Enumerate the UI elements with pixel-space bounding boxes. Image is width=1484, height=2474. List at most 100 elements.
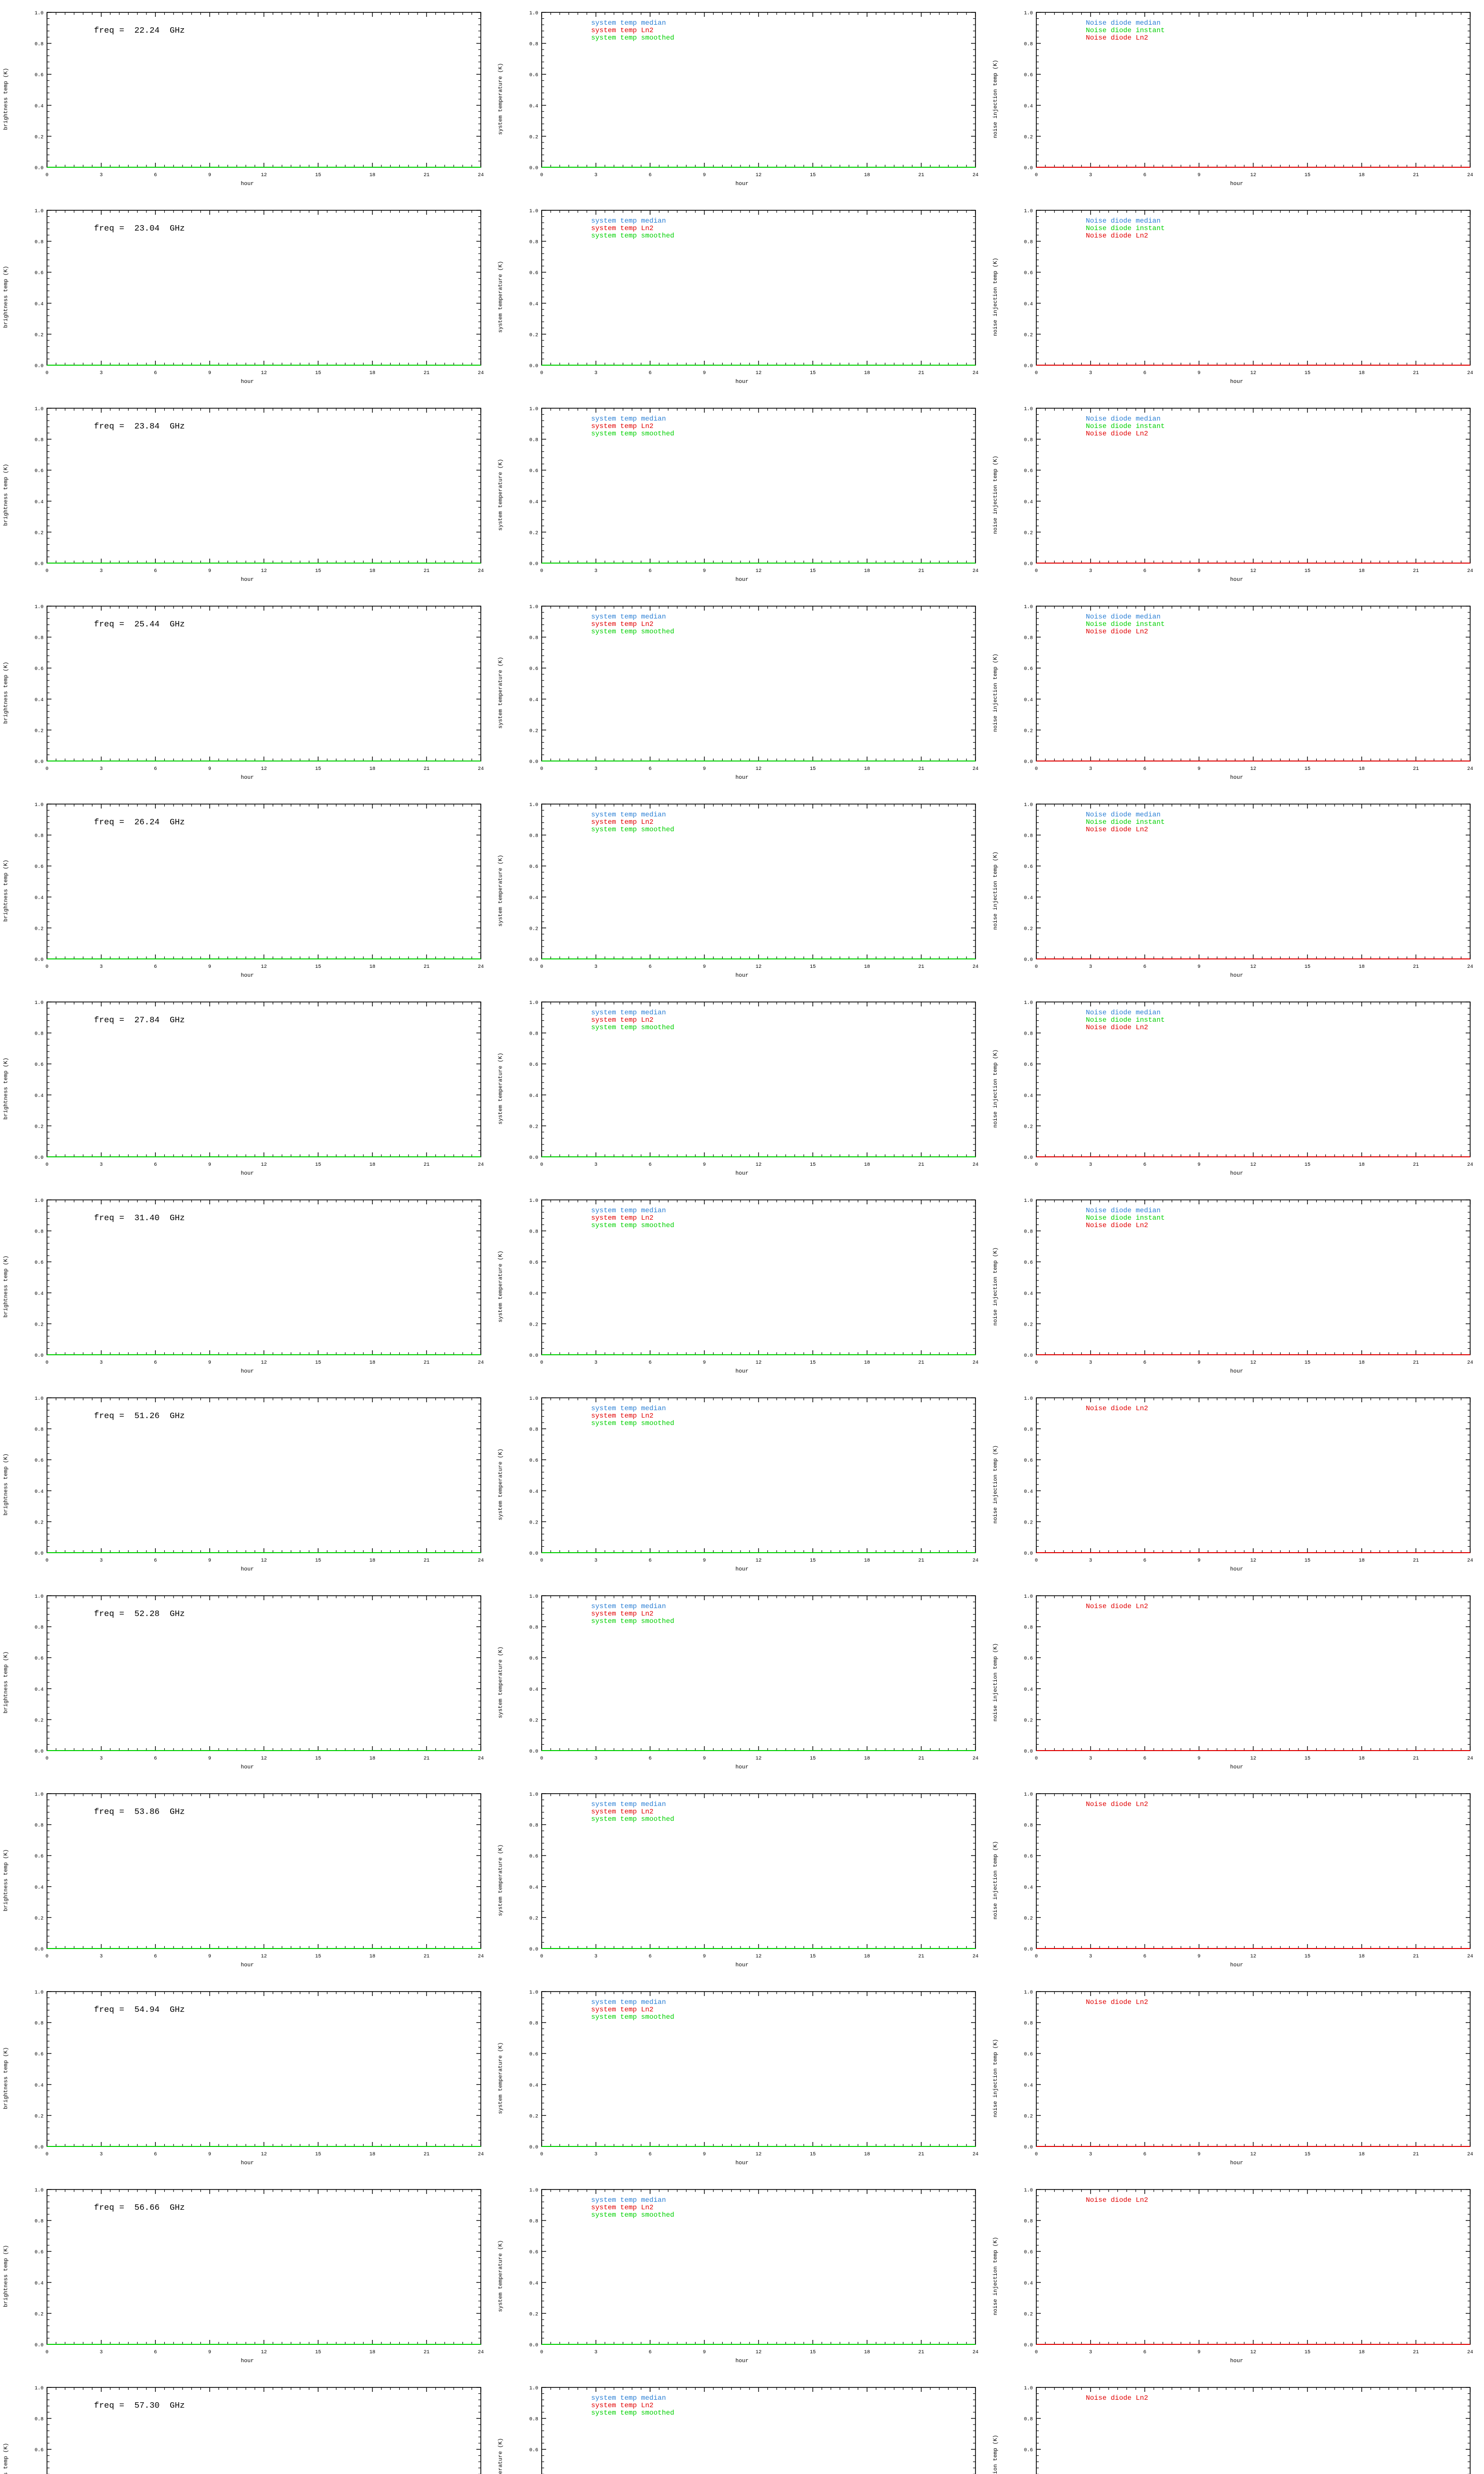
svg-text:1.0: 1.0 [1024, 1198, 1033, 1204]
svg-text:0.8: 0.8 [35, 834, 44, 839]
svg-text:0: 0 [1035, 173, 1038, 178]
svg-text:18: 18 [864, 1558, 870, 1564]
svg-text:24: 24 [478, 173, 484, 178]
panel-brightness-temp-57p3[interactable]: 036912151821240.00.20.40.60.81.0brightne… [0, 2375, 495, 2474]
panel-system-temperature-25p44[interactable]: 0 3 6 9 12 15 18 21 24 0.0 0.2 0.4 0.6 0.8 1.0 system t… [495, 594, 989, 792]
panel-noise-injection-temp-52p28[interactable]: 0 3 6 9 12 15 18 21 24 0.0 0.2 0.4 0.6 0.8 1.0 noise in… [989, 1583, 1484, 1781]
svg-text:24: 24 [478, 1360, 484, 1366]
svg-text:1.0: 1.0 [1024, 1594, 1033, 1600]
svg-text:18: 18 [1359, 766, 1365, 772]
svg-text:24: 24 [973, 1360, 978, 1366]
panel-brightness-temp-23p84[interactable]: 0 3 6 9 12 15 18 21 24 0.0 0.2 0.4 0.6 0.8 1.0 brightne… [0, 396, 495, 594]
panel-noise-injection-temp-31p4[interactable]: 0 3 6 9 12 15 18 21 24 0.0 0.2 0.4 0.6 0.8 1.0 noise in… [989, 1188, 1484, 1385]
svg-text:21: 21 [423, 173, 429, 178]
legend-item: Noise diode Ln2 [1086, 1801, 1149, 1808]
legend-item: system temp median [591, 811, 666, 819]
legend-item: system temp median [591, 2394, 666, 2402]
svg-text:0.4: 0.4 [529, 1489, 538, 1495]
svg-text:1.0: 1.0 [35, 803, 44, 808]
panel-system-temperature-23p84[interactable]: 0 3 6 9 12 15 18 21 24 0.0 0.2 0.4 0.6 0.8 1.0 system t… [495, 396, 989, 594]
svg-text:3: 3 [100, 173, 103, 178]
panel-noise-injection-temp-51p26[interactable]: 0 3 6 9 12 15 18 21 24 0.0 0.2 0.4 0.6 0.8 1.0 noise in… [989, 1385, 1484, 1583]
svg-text:6: 6 [649, 569, 651, 574]
panel-system-temperature-53p86[interactable]: 0 3 6 9 12 15 18 21 24 0.0 0.2 0.4 0.6 0.8 1.0 system t… [495, 1781, 989, 1979]
svg-text:15: 15 [810, 1162, 816, 1168]
panel-brightness-temp-54p94[interactable]: 0 3 6 9 12 15 18 21 24 0.0 0.2 0.4 0.6 0.8 1.0 brightne… [0, 1979, 495, 2177]
svg-text:3: 3 [595, 371, 598, 376]
svg-text:0.6: 0.6 [529, 1260, 538, 1266]
panel-brightness-temp-22p24[interactable]: 0 3 6 9 12 15 18 21 24 0.0 0.2 0.4 0.6 0.8 1.0 brightne… [0, 0, 495, 198]
legend-item: Noise diode Ln2 [1086, 1603, 1149, 1611]
panel-system-temperature-31p4[interactable]: 0 3 6 9 12 15 18 21 24 0.0 0.2 0.4 0.6 0.8 1.0 system t… [495, 1188, 989, 1385]
legend-item: system temp smoothed [591, 34, 675, 43]
svg-text:12: 12 [261, 173, 267, 178]
panel-noise-injection-temp-27p84[interactable]: 0 3 6 9 12 15 18 21 24 0.0 0.2 0.4 0.6 0.8 1.0 noise in… [989, 990, 1484, 1188]
svg-text:0.6: 0.6 [529, 1656, 538, 1662]
svg-text:6: 6 [154, 766, 157, 772]
svg-text:24: 24 [478, 371, 484, 376]
panel-brightness-temp-52p28[interactable]: 0 3 6 9 12 15 18 21 24 0.0 0.2 0.4 0.6 0.8 1.0 brightne… [0, 1583, 495, 1781]
panel-system-temperature-22p24[interactable]: 0 3 6 9 12 15 18 21 24 0.0 0.2 0.4 0.6 0.8 1.0 system t… [495, 0, 989, 198]
svg-text:3: 3 [595, 1360, 598, 1366]
x-axis-label: hour [735, 973, 749, 979]
svg-text:24: 24 [973, 1756, 978, 1761]
svg-text:0.0: 0.0 [35, 957, 44, 963]
svg-text:24: 24 [1467, 1756, 1473, 1761]
svg-text:12: 12 [261, 371, 267, 376]
svg-text:0.6: 0.6 [1024, 271, 1033, 276]
legend-item: system temp Ln2 [591, 1412, 654, 1421]
panel-system-temperature-27p84[interactable]: 0 3 6 9 12 15 18 21 24 0.0 0.2 0.4 0.6 0.8 1.0 system t… [495, 990, 989, 1188]
panel-system-temperature-51p26[interactable]: 0 3 6 9 12 15 18 21 24 0.0 0.2 0.4 0.6 0.8 1.0 system t… [495, 1385, 989, 1583]
panel-brightness-temp-25p44[interactable]: 0 3 6 9 12 15 18 21 24 0.0 0.2 0.4 0.6 0.8 1.0 brightne… [0, 594, 495, 792]
panel-brightness-temp-26p24[interactable]: 0 3 6 9 12 15 18 21 24 0.0 0.2 0.4 0.6 0.8 1.0 brightne… [0, 792, 495, 990]
svg-text:0.6: 0.6 [1024, 1062, 1033, 1068]
panel-brightness-temp-53p86[interactable]: 0 3 6 9 12 15 18 21 24 0.0 0.2 0.4 0.6 0.8 1.0 brightne… [0, 1781, 495, 1979]
svg-text:0: 0 [1035, 1360, 1038, 1366]
svg-text:24: 24 [478, 1558, 484, 1564]
svg-text:0.8: 0.8 [1024, 1625, 1033, 1631]
legend-item: system temp median [591, 415, 666, 423]
svg-text:1.0: 1.0 [35, 407, 44, 412]
panel-brightness-temp-31p4[interactable]: 0 3 6 9 12 15 18 21 24 0.0 0.2 0.4 0.6 0.8 1.0 brightne… [0, 1188, 495, 1385]
panel-noise-injection-temp-23p04[interactable]: 0 3 6 9 12 15 18 21 24 0.0 0.2 0.4 0.6 0.8 1.0 noise in… [989, 198, 1484, 396]
svg-text:0: 0 [540, 964, 543, 970]
panel-noise-injection-temp-22p24[interactable]: 0 3 6 9 12 15 18 21 24 0.0 0.2 0.4 0.6 0.8 1.0 noise in… [989, 0, 1484, 198]
svg-text:18: 18 [864, 766, 870, 772]
svg-text:1.0: 1.0 [1024, 11, 1033, 16]
panel-noise-injection-temp-25p44[interactable]: 0 3 6 9 12 15 18 21 24 0.0 0.2 0.4 0.6 0.8 1.0 noise in… [989, 594, 1484, 792]
svg-text:0.2: 0.2 [529, 1322, 538, 1328]
panel-brightness-temp-23p04[interactable]: 0 3 6 9 12 15 18 21 24 0.0 0.2 0.4 0.6 0.8 1.0 brightne… [0, 198, 495, 396]
legend: system temp median system temp Ln2 system … [591, 1405, 674, 1427]
panel-noise-injection-temp-56p66[interactable]: 0 3 6 9 12 15 18 21 24 0.0 0.2 0.4 0.6 0.8 1.0 noise in… [989, 2177, 1484, 2375]
panel-brightness-temp-56p66[interactable]: 0 3 6 9 12 15 18 21 24 0.0 0.2 0.4 0.6 0.8 1.0 brightne… [0, 2177, 495, 2375]
panel-noise-injection-temp-53p86[interactable]: 0 3 6 9 12 15 18 21 24 0.0 0.2 0.4 0.6 0.8 1.0 noise in… [989, 1781, 1484, 1979]
legend: system temp median system temp Ln2 system … [591, 19, 675, 43]
panel-noise-injection-temp-23p84[interactable]: 0 3 6 9 12 15 18 21 24 0.0 0.2 0.4 0.6 0.8 1.0 noise in… [989, 396, 1484, 594]
panel-system-temperature-56p66[interactable]: 0 3 6 9 12 15 18 21 24 0.0 0.2 0.4 0.6 0.8 1.0 system t… [495, 2177, 989, 2375]
svg-text:18: 18 [864, 173, 870, 178]
panel-system-temperature-26p24[interactable]: 0 3 6 9 12 15 18 21 24 0.0 0.2 0.4 0.6 0.8 1.0 system t… [495, 792, 989, 990]
svg-text:0.0: 0.0 [529, 760, 538, 765]
panel-brightness-temp-51p26[interactable]: 0 3 6 9 12 15 18 21 24 0.0 0.2 0.4 0.6 0.8 1.0 brightne… [0, 1385, 495, 1583]
x-axis-label: hour [1230, 181, 1244, 187]
svg-text:0.8: 0.8 [1024, 1427, 1033, 1433]
svg-text:0.0: 0.0 [1024, 1155, 1033, 1161]
panel-system-temperature-23p04[interactable]: 0 3 6 9 12 15 18 21 24 0.0 0.2 0.4 0.6 0.8 1.0 system t… [495, 198, 989, 396]
panel-noise-injection-temp-26p24[interactable]: 0 3 6 9 12 15 18 21 24 0.0 0.2 0.4 0.6 0.8 1.0 noise in… [989, 792, 1484, 990]
svg-text:9: 9 [1198, 964, 1201, 970]
svg-text:0: 0 [540, 1162, 543, 1168]
panel-brightness-temp-27p84[interactable]: 0 3 6 9 12 15 18 21 24 0.0 0.2 0.4 0.6 0.8 1.0 brightne… [0, 990, 495, 1188]
panel-noise-injection-temp-54p94[interactable]: 0 3 6 9 12 15 18 21 24 0.0 0.2 0.4 0.6 0.8 1.0 noise in… [989, 1979, 1484, 2177]
x-axis-label: hour [240, 1567, 254, 1572]
panel-system-temperature-52p28[interactable]: 0 3 6 9 12 15 18 21 24 0.0 0.2 0.4 0.6 0.8 1.0 system t… [495, 1583, 989, 1781]
svg-text:18: 18 [1359, 371, 1365, 376]
panel-system-temperature-54p94[interactable]: 0 3 6 9 12 15 18 21 24 0.0 0.2 0.4 0.6 0.8 1.0 system t… [495, 1979, 989, 2177]
svg-text:0.4: 0.4 [1024, 1489, 1033, 1495]
